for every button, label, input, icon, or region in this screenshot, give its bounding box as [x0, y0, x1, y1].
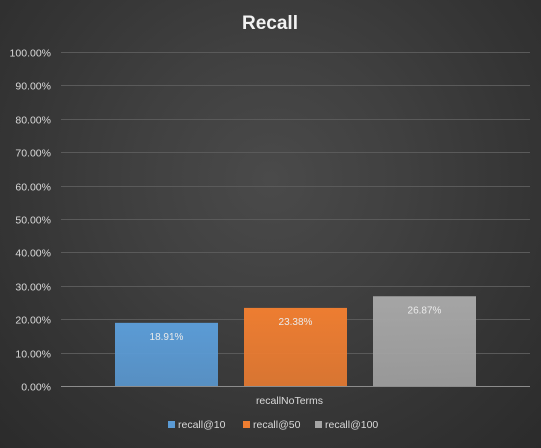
y-tick-label: 50.00% — [15, 215, 51, 227]
chart-title: Recall — [242, 13, 298, 34]
legend-label: recall@10 — [178, 419, 226, 431]
y-tick-label: 0.00% — [21, 382, 51, 394]
data-label: 23.38% — [279, 317, 313, 328]
data-labels: 18.91% 23.38% 26.87% — [150, 305, 442, 343]
y-tick-label: 20.00% — [15, 315, 51, 327]
y-tick-label: 90.00% — [15, 81, 51, 93]
legend-swatch — [243, 421, 250, 428]
y-axis-tick-labels: 0.00% 10.00% 20.00% 30.00% 40.00% 50.00% 60.00… — [10, 48, 51, 394]
legend-label: recall@100 — [325, 419, 378, 431]
bar-recall-at-10 — [115, 322, 218, 386]
y-tick-label: 10.00% — [15, 349, 51, 361]
x-axis-category-labels: recallNoTerms — [256, 395, 323, 407]
y-tick-label: 70.00% — [15, 148, 51, 160]
bar-recall-at-100 — [373, 296, 476, 386]
y-tick-label: 40.00% — [15, 248, 51, 260]
x-category-label: recallNoTerms — [256, 395, 323, 407]
data-label: 18.91% — [150, 332, 184, 343]
y-tick-label: 30.00% — [15, 282, 51, 294]
legend-label: recall@50 — [253, 419, 301, 431]
legend: recall@10 recall@50 recall@100 — [168, 419, 378, 431]
bars — [115, 296, 476, 386]
bar-recall-at-50 — [244, 307, 347, 386]
y-tick-label: 100.00% — [10, 48, 51, 60]
gridlines — [61, 52, 530, 387]
y-tick-label: 60.00% — [15, 182, 51, 194]
legend-swatch — [168, 421, 175, 428]
legend-swatch — [315, 421, 322, 428]
y-tick-label: 80.00% — [15, 115, 51, 127]
data-label: 26.87% — [408, 305, 442, 316]
